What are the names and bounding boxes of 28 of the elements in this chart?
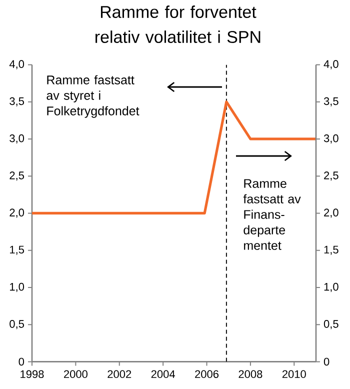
y-tick-label: 0,5 xyxy=(10,320,24,330)
y2-tick-label: 4,0 xyxy=(324,60,338,70)
y2-tick-label: 1,0 xyxy=(324,282,338,292)
x-tick-label: 2010 xyxy=(282,370,306,378)
y-tick-label: 1,0 xyxy=(10,282,24,292)
y2-tick-label: 3,5 xyxy=(324,97,338,106)
y-tick-label: 1,5 xyxy=(10,246,24,255)
chart-title: Ramme for forventet relativ volatilitet i SPN xyxy=(96,6,260,44)
y2-tick-label: 0,5 xyxy=(324,320,338,330)
y-tick-label: 3,0 xyxy=(10,134,24,144)
x-tick-label: 1998 xyxy=(20,370,44,378)
annotation: Ramme fastsatt av Finans-departe mentet xyxy=(243,179,301,250)
x-tick-label: 2008 xyxy=(238,370,262,378)
x-tick-label: 2006 xyxy=(195,370,219,378)
y-tick-label: 0 xyxy=(18,358,24,366)
y2-tick-label: 2,0 xyxy=(324,208,338,218)
annotation: Ramme fastsatt av styret i Folketrygdfondet xyxy=(46,75,140,118)
y-tick-label: 2,5 xyxy=(10,172,24,181)
y-tick-label: 2,0 xyxy=(10,208,24,218)
y-tick-label: 4,0 xyxy=(9,60,24,70)
x-tick-label: 2002 xyxy=(108,370,132,378)
y2-tick-label: 3,0 xyxy=(324,134,338,144)
y2-tick-label: 1,5 xyxy=(324,246,338,255)
y2-tick-label: 0 xyxy=(324,358,330,366)
x-tick-label: 2004 xyxy=(151,370,175,378)
y-tick-label: 3,5 xyxy=(10,97,24,106)
x-tick-label: 2000 xyxy=(64,370,88,378)
y2-tick-label: 2,5 xyxy=(324,172,338,181)
